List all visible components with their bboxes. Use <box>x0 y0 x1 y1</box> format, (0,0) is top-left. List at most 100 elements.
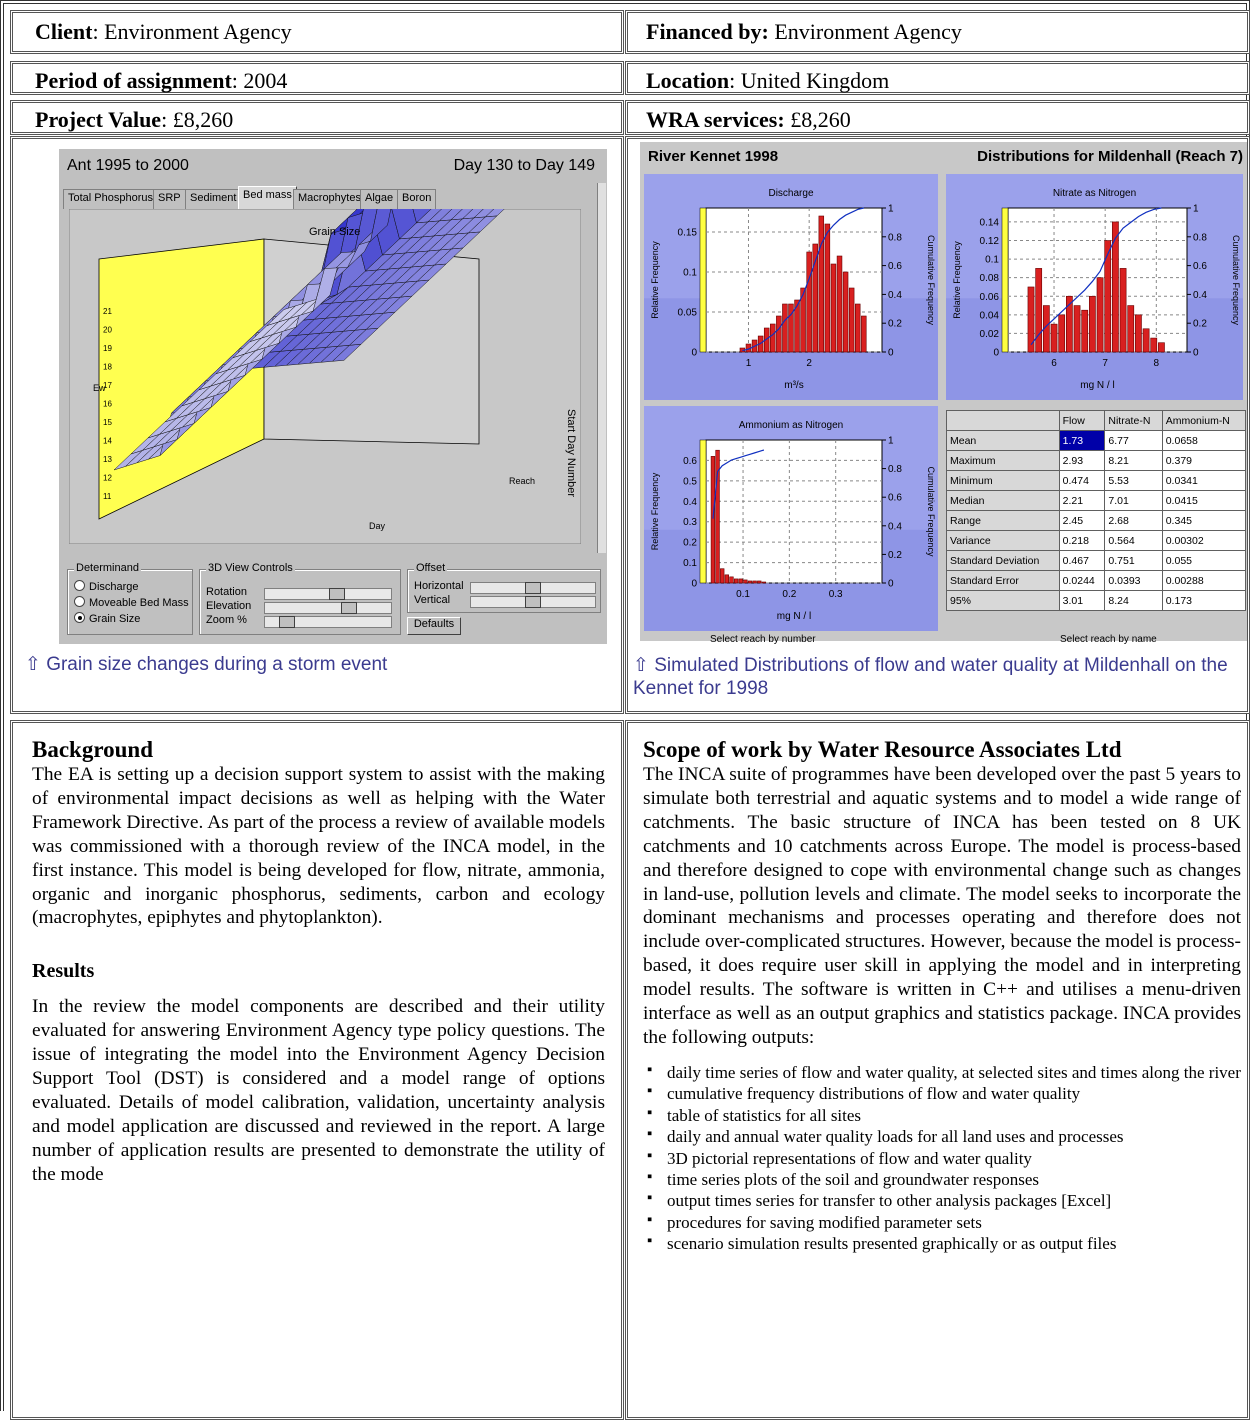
grain-size-tick-label: 11 <box>103 492 112 501</box>
location-cell: Location: United Kingdom <box>625 61 1250 95</box>
surface-facet <box>473 209 495 219</box>
histogram-bar <box>1035 268 1043 353</box>
stat-row: Variance 0.218 0.564 0.00302 <box>946 530 1247 551</box>
stat-header: Flow <box>1058 410 1106 431</box>
radio-selected-icon <box>74 612 85 623</box>
vertical-slider[interactable] <box>470 596 596 608</box>
histogram-bar <box>770 323 776 353</box>
reach-axis-label: Reach <box>509 476 535 486</box>
x-tick-label: 2 <box>806 358 812 369</box>
histogram-bar <box>800 287 806 353</box>
cumulative-line <box>712 449 765 519</box>
stat-label: Range <box>946 510 1060 531</box>
stat-cell: 0.218 <box>1058 530 1106 551</box>
stat-cell: 5.53 <box>1104 470 1163 491</box>
radio-grain-size[interactable]: Grain Size <box>74 612 140 625</box>
slider-thumb[interactable] <box>525 582 541 594</box>
chart-title: Ammonium as Nitrogen <box>739 420 843 431</box>
stat-cell: 0.0658 <box>1161 430 1247 451</box>
y2-tick-label: 0 <box>888 579 894 590</box>
right-figure-cell: River Kennet 1998 Distributions for Mild… <box>625 136 1250 714</box>
slider-thumb[interactable] <box>525 596 541 608</box>
histogram-bar <box>782 303 788 353</box>
tab-srp[interactable]: SRP <box>153 189 186 209</box>
defaults-button[interactable]: Defaults <box>407 617 461 635</box>
y2-tick-label: 0.8 <box>888 464 902 475</box>
grain-size-tick-label: 19 <box>103 344 112 353</box>
stat-cell: 0.173 <box>1161 590 1247 611</box>
tab-sediment[interactable]: Sediment <box>185 189 242 209</box>
horizontal-slider[interactable] <box>470 582 596 594</box>
financed-value: Environment Agency <box>774 19 962 44</box>
x-axis-label: m³/s <box>784 380 803 391</box>
output-item: daily and annual water quality loads for… <box>647 1125 1241 1147</box>
stat-cell: 0.379 <box>1161 450 1247 471</box>
river-title: River Kennet 1998 <box>648 148 779 165</box>
elevation-label: Elevation <box>206 600 252 612</box>
y-tick-label: 0.1 <box>683 558 697 569</box>
left-figure-cell: Ant 1995 to 2000 Day 130 to Day 149 Tota… <box>10 136 624 714</box>
tab-boron[interactable]: Boron <box>397 189 437 209</box>
stat-label: Minimum <box>946 470 1060 491</box>
y2-tick-label: 0.6 <box>888 493 902 504</box>
stat-cell: 7.01 <box>1104 490 1163 511</box>
output-item: daily time series of flow and water qual… <box>647 1061 1241 1083</box>
plot-area <box>705 439 883 584</box>
elevation-slider[interactable] <box>264 602 392 614</box>
stat-cell: 8.24 <box>1104 590 1163 611</box>
y-tick-label: 0.05 <box>678 308 698 319</box>
histogram-bar <box>724 574 729 584</box>
tab-total-phosphorus[interactable]: Total Phosphorus <box>63 189 158 209</box>
slider-thumb[interactable] <box>341 602 357 614</box>
stat-row: Minimum 0.474 5.53 0.0341 <box>946 470 1247 491</box>
histogram-bar <box>720 568 725 584</box>
histogram-bar <box>1073 305 1081 353</box>
surface-facet <box>438 209 463 222</box>
surface-facet <box>427 209 453 223</box>
window-scrollbar[interactable] <box>597 183 606 553</box>
axis-wall <box>699 439 707 584</box>
histogram-bar <box>757 580 762 584</box>
zoom-slider[interactable] <box>264 616 392 628</box>
horizontal-label: Horizontal <box>414 580 464 592</box>
histogram-bar <box>1112 221 1119 353</box>
stat-cell: 0.00288 <box>1161 570 1247 591</box>
stat-cell: 0.564 <box>1104 530 1163 551</box>
stat-cell: 0.0393 <box>1104 570 1163 591</box>
histogram-bar <box>788 303 794 353</box>
rotation-slider[interactable] <box>264 588 392 600</box>
grain-size-tick-label: 12 <box>103 474 112 483</box>
histogram-bar <box>836 255 843 353</box>
surface-facet <box>461 209 484 220</box>
y-tick-label: 0.02 <box>980 329 1000 340</box>
figure-title: Ant 1995 to 2000 <box>67 157 189 174</box>
stat-cell: 2.21 <box>1058 490 1106 511</box>
histogram-bar <box>806 251 812 353</box>
results-text: In the review the model components are d… <box>32 996 605 1185</box>
x-tick-label: 6 <box>1051 358 1057 369</box>
project-value-label: Project Value <box>35 107 162 132</box>
background-title: Background <box>32 737 154 762</box>
histogram-bar <box>1142 328 1150 353</box>
histogram-bar <box>824 223 831 353</box>
grain-size-screenshot: Ant 1995 to 2000 Day 130 to Day 149 Tota… <box>59 149 607 644</box>
project-value-cell: Project Value: £8,260 <box>10 100 624 135</box>
stat-cell: 0.0341 <box>1161 470 1247 491</box>
radio-moveable-bed-mass[interactable]: Moveable Bed Mass <box>74 596 189 609</box>
period-value: 2004 <box>243 68 288 93</box>
tab-macrophytes[interactable]: Macrophytes <box>293 189 366 209</box>
tab-bed-mass[interactable]: Bed mass <box>238 186 297 210</box>
y-tick-label: 0.08 <box>980 273 1000 284</box>
histogram-bar <box>830 263 837 353</box>
y-axis-label: Ew <box>93 383 106 393</box>
y2-tick-label: 0.8 <box>888 232 902 243</box>
scope-text: The INCA suite of programmes have been d… <box>643 764 1241 1048</box>
slider-thumb[interactable] <box>329 588 345 600</box>
slider-thumb[interactable] <box>279 616 295 628</box>
cumulative-line <box>1030 207 1162 346</box>
radio-discharge[interactable]: Discharge <box>74 580 139 593</box>
y2-tick-label: 0.6 <box>1193 261 1207 272</box>
ammonium-chart: Ammonium as Nitrogen 0 0.1 0.2 0.3 0.4 0.5 0.6 0… <box>644 406 938 631</box>
tab-algae[interactable]: Algae <box>360 189 399 209</box>
grain-size-tick-label: 20 <box>103 326 112 335</box>
